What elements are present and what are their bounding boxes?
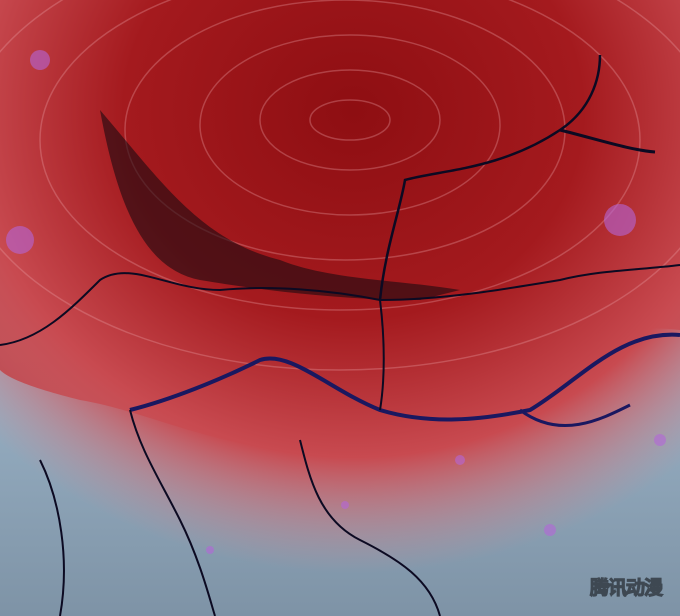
- purple-spots: [6, 50, 666, 554]
- dark-shadow: [100, 110, 460, 300]
- borders: [0, 54, 680, 616]
- watermark-logo: 腾讯动漫: [589, 577, 663, 600]
